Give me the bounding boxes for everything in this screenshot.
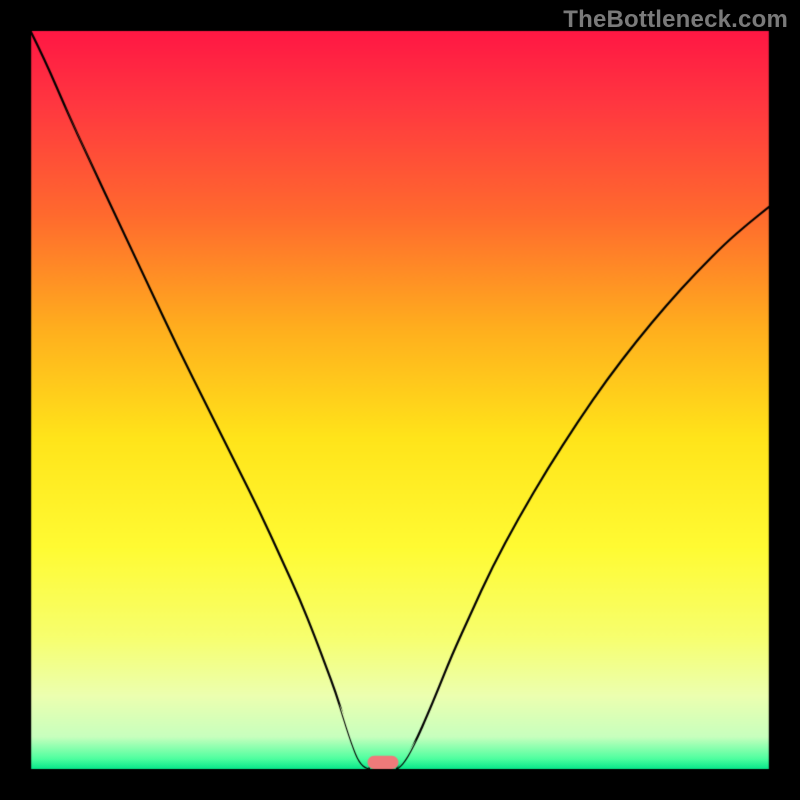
bottleneck-chart-canvas	[0, 0, 800, 800]
chart-container: TheBottleneck.com	[0, 0, 800, 800]
watermark-label: TheBottleneck.com	[563, 6, 788, 34]
